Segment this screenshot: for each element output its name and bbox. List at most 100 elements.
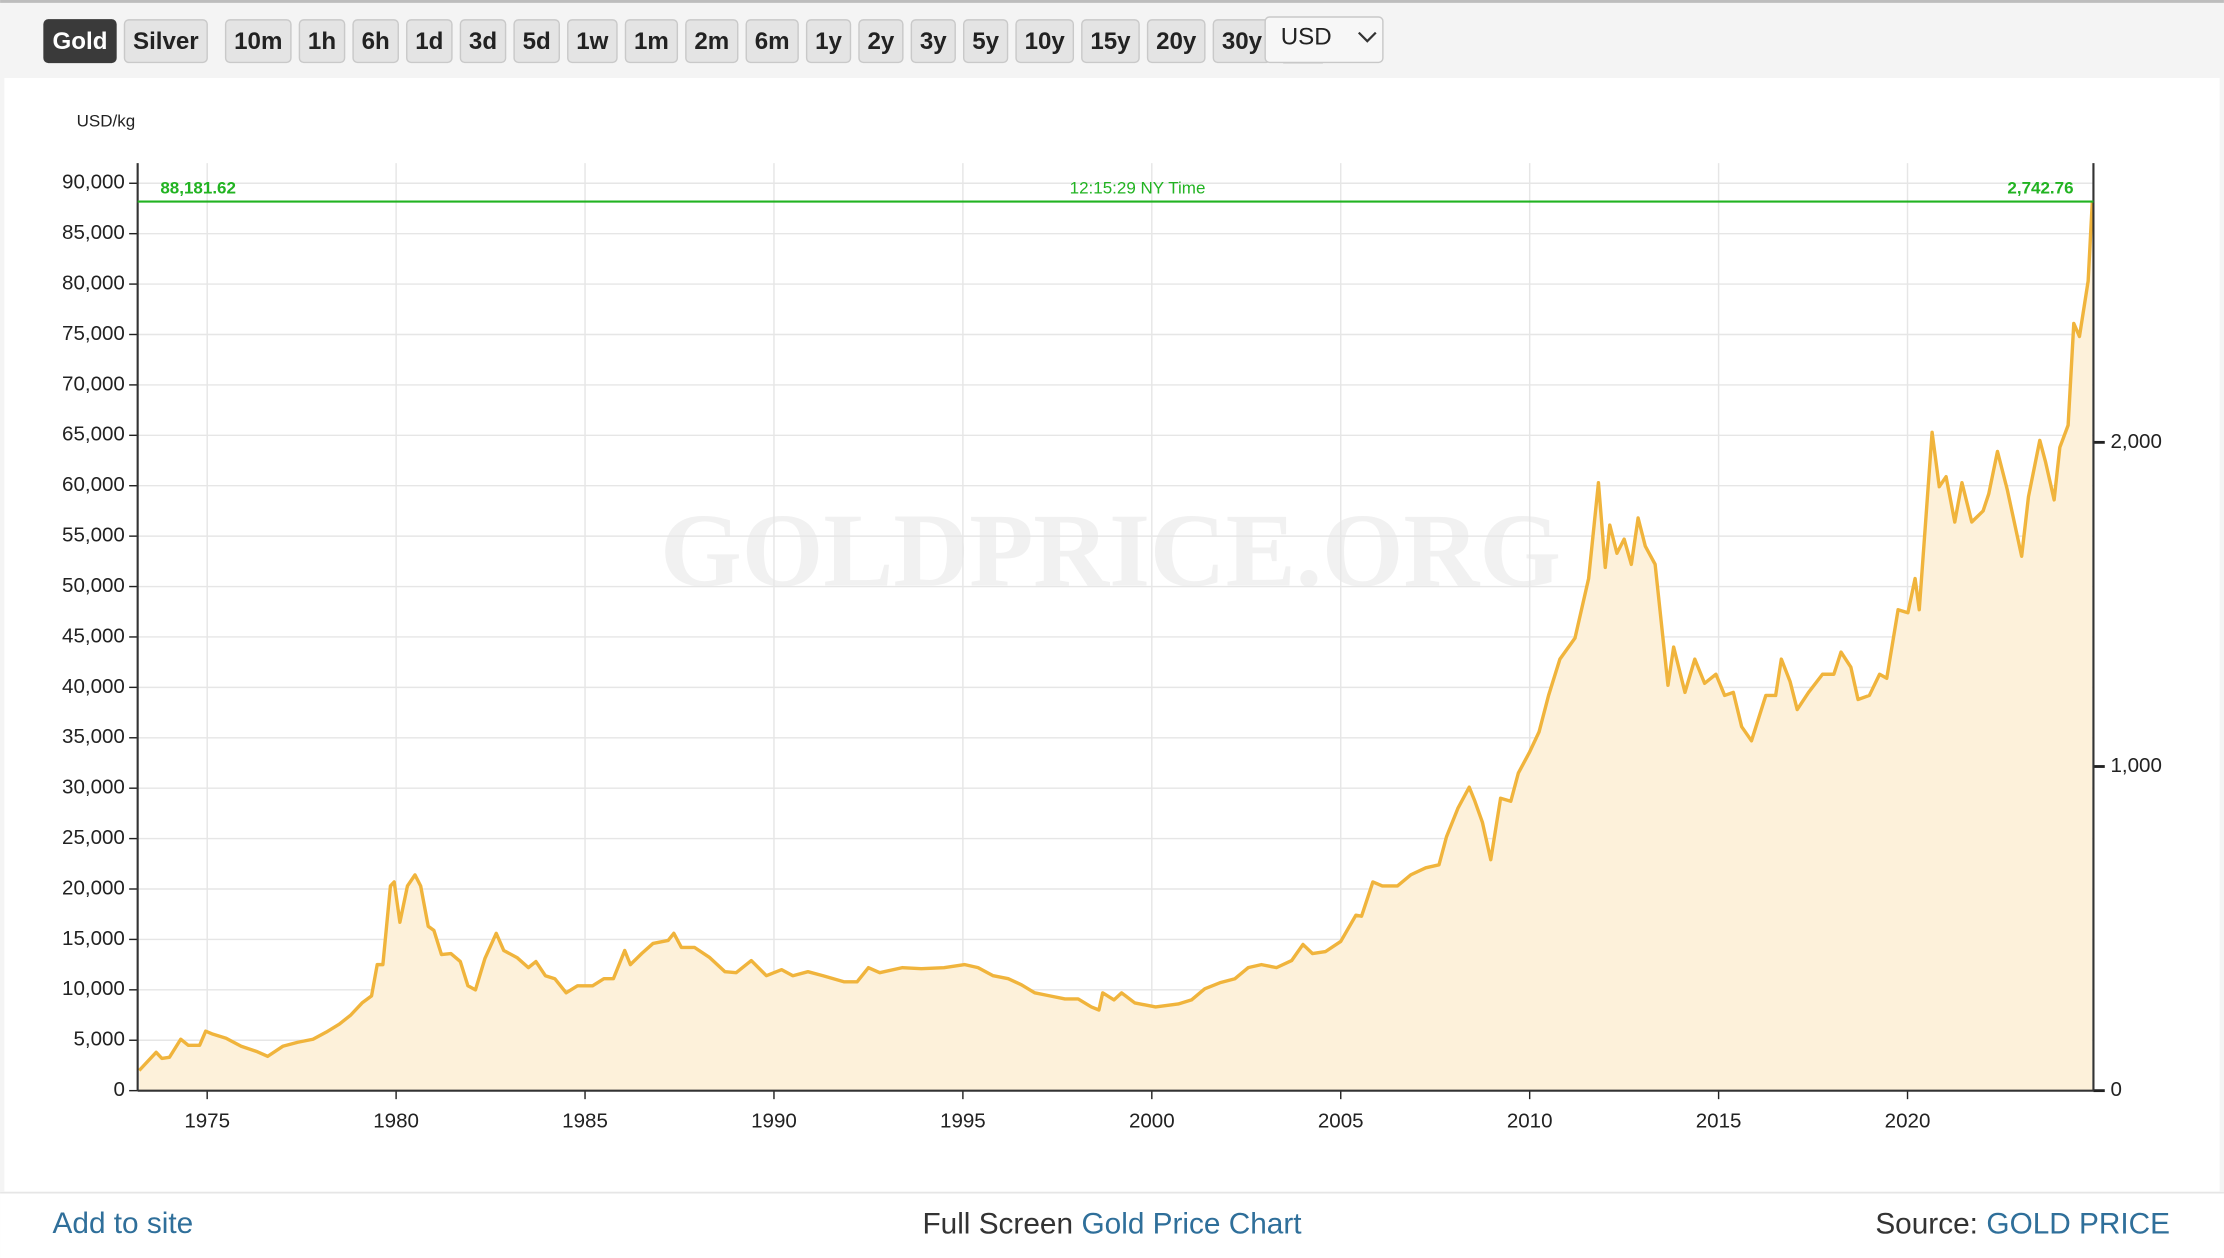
button-label[interactable]: 10m	[234, 28, 282, 55]
button-label[interactable]: 5d	[523, 28, 551, 55]
x-tick-label: 1975	[184, 1109, 230, 1132]
x-tick-label: 2015	[1696, 1109, 1742, 1132]
button-label[interactable]: Silver	[133, 28, 199, 55]
toolbar-button[interactable]: 10m	[224, 19, 292, 64]
currency-label[interactable]: USD	[1281, 24, 1332, 51]
toolbar-button[interactable]: 1y	[805, 19, 852, 64]
toolbar-button[interactable]: 6h	[352, 19, 399, 64]
button-bg[interactable]	[858, 19, 904, 64]
toolbar-button[interactable]: 1m	[624, 19, 679, 64]
button-label[interactable]: Gold	[53, 28, 108, 55]
button-bg[interactable]	[298, 19, 346, 64]
y-tick-label: 90,000	[62, 171, 125, 194]
toolbar-button[interactable]: 2m	[685, 19, 739, 64]
x-tick-label: 2010	[1507, 1109, 1553, 1132]
button-bg[interactable]	[1081, 19, 1140, 64]
button-label[interactable]: 1y	[815, 28, 842, 55]
button-label[interactable]: 3y	[920, 28, 947, 55]
toolbar-button[interactable]: 2y	[858, 19, 904, 64]
button-bg[interactable]	[513, 19, 560, 64]
button-label[interactable]: 1d	[415, 28, 443, 55]
x-tick-label: 1990	[751, 1109, 797, 1132]
toolbar-button[interactable]: 5y	[962, 19, 1009, 64]
plot: GOLDPRICE.ORG USD/kg 0 5,000 10,000 15,000 20,…	[62, 111, 2162, 1132]
toolbar-button[interactable]: Silver	[123, 19, 208, 64]
currency-select[interactable]: USD	[1264, 16, 1384, 64]
x-tick-label: 2005	[1318, 1109, 1364, 1132]
y2-tick-label: 1,000	[2110, 754, 2161, 777]
y2-tick-label: 2,000	[2110, 430, 2161, 453]
y-tick-label: 40,000	[62, 675, 125, 698]
y-tick-label: 55,000	[62, 524, 125, 547]
toolbar-button[interactable]: 3y	[910, 19, 956, 64]
button-bg[interactable]	[406, 19, 453, 64]
fullscreen-text: Full Screen Gold Price Chart	[922, 1207, 1302, 1240]
add-to-site-link[interactable]: Add to site	[53, 1207, 194, 1240]
toolbar-button[interactable]: 1w	[567, 19, 618, 64]
button-bg[interactable]	[624, 19, 679, 64]
button-bg[interactable]	[1146, 19, 1206, 64]
button-label[interactable]: 3d	[469, 28, 497, 55]
toolbar-button[interactable]: 1h	[298, 19, 346, 64]
button-label[interactable]: 1w	[576, 28, 608, 55]
toolbar-button[interactable]: 6m	[745, 19, 799, 64]
button-bg[interactable]	[910, 19, 956, 64]
toolbar-button[interactable]: 15y	[1081, 19, 1140, 64]
button-bg[interactable]	[567, 19, 618, 64]
toolbar: Gold Silver 10m 1h 6h 1d 3d 5d 1w 1m 2m 6m 1y 2y 3y 5y 1…	[43, 19, 1328, 64]
y-tick-label: 35,000	[62, 725, 125, 748]
fullscreen-link[interactable]: Gold Price Chart	[1082, 1207, 1303, 1240]
y-tick-label: 5,000	[73, 1028, 124, 1051]
y-tick-label: 10,000	[62, 977, 125, 1000]
fullscreen-prefix: Full Screen	[922, 1207, 1073, 1240]
button-label[interactable]: 10y	[1025, 28, 1066, 55]
button-label[interactable]: 1m	[634, 28, 669, 55]
x-tick-label: 1985	[562, 1109, 608, 1132]
button-bg[interactable]	[962, 19, 1009, 64]
toolbar-button[interactable]: 1d	[406, 19, 453, 64]
watermark: GOLDPRICE.ORG	[660, 492, 1561, 609]
toolbar-button[interactable]: 20y	[1146, 19, 1206, 64]
y2-tick-label: 0	[2110, 1078, 2121, 1101]
toolbar-button[interactable]: 3d	[459, 19, 507, 64]
button-bg[interactable]	[685, 19, 739, 64]
toolbar-button[interactable]: 10y	[1015, 19, 1075, 64]
button-label[interactable]: 15y	[1090, 28, 1131, 55]
button-label[interactable]: 1h	[308, 28, 336, 55]
button-label[interactable]: 6h	[362, 28, 390, 55]
y-axis-label: USD/kg	[77, 111, 136, 130]
button-label[interactable]: 20y	[1156, 28, 1197, 55]
y-tick-label: 25,000	[62, 826, 125, 849]
y-tick-label: 0	[113, 1078, 124, 1101]
button-bg[interactable]	[43, 19, 117, 64]
source-prefix: Source:	[1875, 1207, 1978, 1240]
y-tick-label: 70,000	[62, 372, 125, 395]
toolbar-button[interactable]: Gold	[43, 19, 117, 64]
button-bg[interactable]	[459, 19, 507, 64]
x-tick-label: 2000	[1129, 1109, 1175, 1132]
button-label[interactable]: 30y	[1222, 28, 1263, 55]
y-tick-label: 50,000	[62, 574, 125, 597]
current-time-label: 12:15:29 NY Time	[1070, 178, 1206, 197]
y-tick-label: 75,000	[62, 322, 125, 345]
button-bg[interactable]	[352, 19, 399, 64]
y-tick-label: 15,000	[62, 927, 125, 950]
source-link[interactable]: GOLD PRICE	[1986, 1207, 2170, 1240]
y-tick-label: 45,000	[62, 624, 125, 647]
source-text: Source: GOLD PRICE	[1875, 1207, 2170, 1240]
toolbar-button[interactable]: 30y	[1212, 19, 1272, 64]
select-box[interactable]	[1264, 16, 1384, 64]
button-label[interactable]: 2m	[694, 28, 729, 55]
button-label[interactable]: 2y	[867, 28, 894, 55]
button-bg[interactable]	[745, 19, 799, 64]
toolbar-button[interactable]: 5d	[513, 19, 560, 64]
button-bg[interactable]	[1015, 19, 1075, 64]
y-tick-label: 65,000	[62, 423, 125, 446]
button-bg[interactable]	[224, 19, 292, 64]
button-bg[interactable]	[805, 19, 852, 64]
x-tick-label: 2020	[1885, 1109, 1931, 1132]
button-label[interactable]: 6m	[755, 28, 790, 55]
button-label[interactable]: 5y	[972, 28, 999, 55]
y-tick-label: 60,000	[62, 473, 125, 496]
button-bg[interactable]	[123, 19, 208, 64]
